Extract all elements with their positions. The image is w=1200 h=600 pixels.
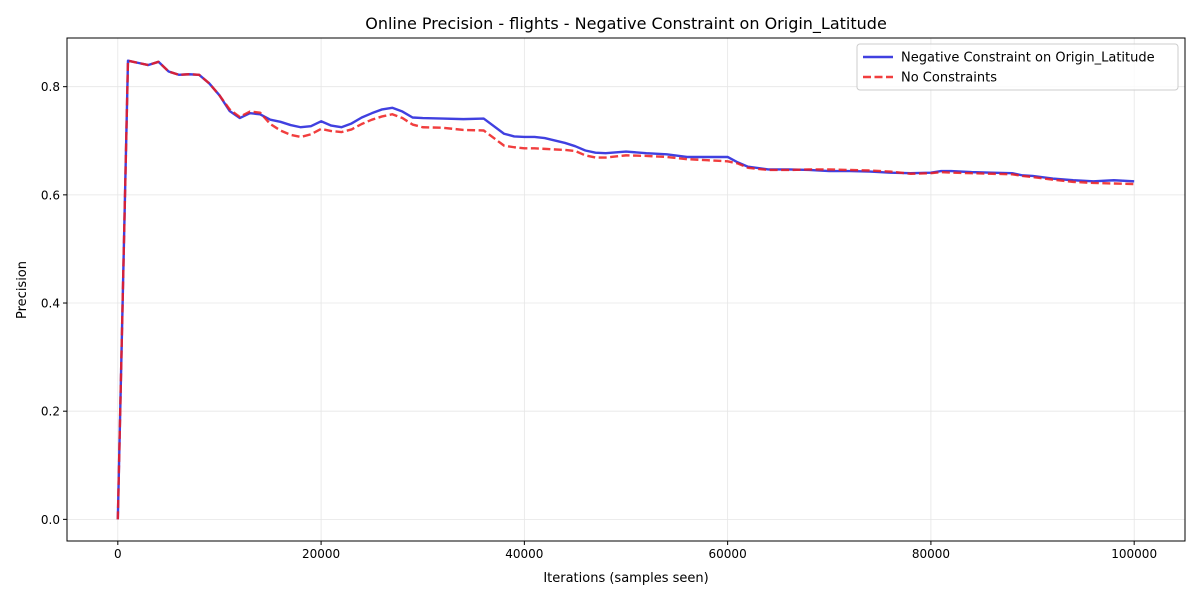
x-tick-label: 0 [114, 547, 122, 561]
legend-label-constraint: Negative Constraint on Origin_Latitude [901, 51, 1155, 66]
y-tick-label: 0.2 [41, 405, 60, 419]
plot-frame [66, 37, 1186, 542]
x-tick-label: 60000 [709, 547, 747, 561]
ticks-layer: 0 20000 40000 60000 80000 100000 0.0 0.2 0.4 0.6 0… [41, 80, 1157, 561]
y-axis-label: Precision [15, 261, 30, 319]
chart-title: Online Precision - flights - Negative Co… [365, 14, 887, 34]
legend-label-no-constraints: No Constraints [901, 71, 997, 86]
series-line-no-constraints [116, 59, 1135, 520]
x-axis-label: Iterations (samples seen) [543, 571, 708, 586]
grid-layer [67, 38, 1185, 541]
x-tick-label: 80000 [912, 547, 950, 561]
series-line-negative-constraint [116, 59, 1135, 520]
x-tick-label: 40000 [505, 547, 543, 561]
y-tick-label: 0.6 [41, 188, 60, 202]
legend: Negative Constraint on Origin_Latitude N… [856, 43, 1179, 91]
lines-layer [116, 59, 1135, 520]
x-tick-label: 100000 [1111, 547, 1157, 561]
x-tick-label: 20000 [302, 547, 340, 561]
legend-box [856, 43, 1179, 91]
y-tick-label: 0.8 [41, 80, 60, 94]
y-tick-label: 0.0 [41, 513, 60, 527]
y-tick-label: 0.4 [41, 297, 60, 311]
